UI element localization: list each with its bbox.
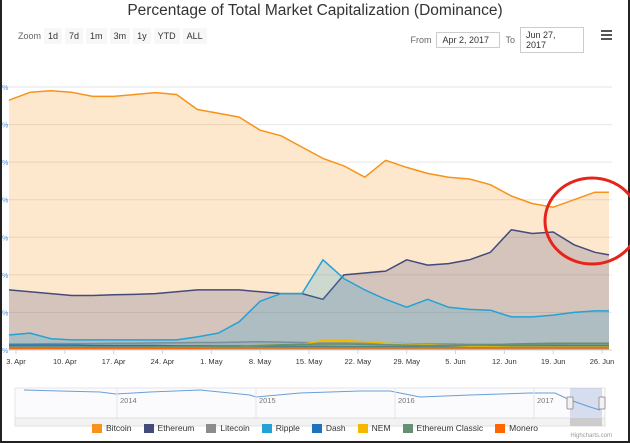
y-tick-label: % xyxy=(2,85,8,92)
x-tick-label: 22. May xyxy=(344,357,371,366)
legend-label: Monero xyxy=(509,423,538,433)
legend-label: Dash xyxy=(325,423,346,433)
legend-item-ethereum[interactable]: Ethereum xyxy=(143,423,195,433)
navigator-tick-label: 2014 xyxy=(120,396,137,405)
line-ripple xyxy=(8,259,609,341)
x-tick-label: 15. May xyxy=(296,357,323,366)
area-bitcoin xyxy=(9,90,609,351)
zoom-label: Zoom xyxy=(18,31,42,41)
navigator-tick-label: 2016 xyxy=(398,396,415,405)
x-tick-label: 17. Apr xyxy=(102,357,126,366)
zoom-3m-button[interactable]: 3m xyxy=(109,28,131,44)
legend-item-bitcoin[interactable]: Bitcoin xyxy=(92,423,132,433)
x-tick-label: 5. Jun xyxy=(445,357,465,366)
y-tick-label: % xyxy=(2,198,8,205)
line-ethereum-classic xyxy=(9,342,609,348)
scrollbar-track[interactable] xyxy=(14,417,606,427)
line-ethereum xyxy=(8,229,610,301)
hamburger-menu-icon[interactable] xyxy=(601,30,612,42)
x-tick-label: 19. Jun xyxy=(541,357,566,366)
y-tick-label: % xyxy=(2,235,8,242)
legend: Bitcoin Ethereum Litecoin Ripple Dash NEM Ethe… xyxy=(0,423,630,433)
annotation-circle xyxy=(543,176,630,266)
legend-item-nem[interactable]: NEM xyxy=(357,423,391,433)
x-tick-label: 8. May xyxy=(249,357,272,366)
y-tick-label: % xyxy=(2,310,8,317)
navigator-handle[interactable] xyxy=(598,396,606,410)
x-tick-label: 24. Apr xyxy=(151,357,175,366)
x-tick-label: 10. Apr xyxy=(53,357,77,366)
x-tick-label: 1. May xyxy=(200,357,223,366)
legend-label: Litecoin xyxy=(220,423,250,433)
legend-label: Ethereum Classic xyxy=(416,423,484,433)
legend-label: Bitcoin xyxy=(106,423,132,433)
scrollbar-thumb[interactable] xyxy=(570,418,602,426)
legend-swatch xyxy=(311,423,322,433)
legend-item-ethereum-classic[interactable]: Ethereum Classic xyxy=(402,423,484,433)
legend-swatch xyxy=(402,423,413,433)
y-tick-label: % xyxy=(2,273,8,280)
legend-item-litecoin[interactable]: Litecoin xyxy=(206,423,250,433)
line-bitcoin xyxy=(8,90,609,208)
credits-link[interactable]: Highcharts.com xyxy=(570,433,612,439)
zoom-1m-button[interactable]: 1m xyxy=(86,28,107,44)
navigator-tick-label: 2015 xyxy=(259,396,276,405)
x-tick-label: 29. May xyxy=(393,357,420,366)
legend-item-dash[interactable]: Dash xyxy=(311,423,346,433)
zoom-selector: Zoom 1d 7d 1m 3m 1y YTD ALL xyxy=(18,28,207,44)
zoom-1d-button[interactable]: 1d xyxy=(44,28,63,44)
navigator-line xyxy=(23,389,601,411)
y-tick-label: % xyxy=(2,160,8,167)
date-range: From Apr 2, 2017 To Jun 27, 2017 xyxy=(410,27,584,53)
legend-swatch xyxy=(143,423,154,433)
chart-title: Percentage of Total Market Capitalizatio… xyxy=(127,2,503,19)
area-ethereum xyxy=(9,229,609,350)
legend-swatch xyxy=(495,423,506,433)
line-dash xyxy=(9,344,609,348)
legend-label: Ripple xyxy=(275,423,300,433)
zoom-ytd-button[interactable]: YTD xyxy=(153,28,180,44)
legend-swatch xyxy=(357,423,368,433)
navigator-handle[interactable] xyxy=(566,396,574,410)
navigator-tick-label: 2017 xyxy=(537,396,554,405)
x-tick-label: 12. Jun xyxy=(492,357,517,366)
from-date-input[interactable]: Apr 2, 2017 xyxy=(436,32,501,48)
navigator-selection xyxy=(570,388,602,418)
to-date-input[interactable]: Jun 27, 2017 xyxy=(520,27,584,53)
area-ripple xyxy=(9,259,609,350)
legend-label: Ethereum xyxy=(157,423,195,433)
zoom-all-button[interactable]: ALL xyxy=(182,28,207,44)
from-label: From xyxy=(410,35,432,45)
zoom-1y-button[interactable]: 1y xyxy=(133,28,151,44)
legend-swatch xyxy=(92,423,103,433)
legend-label: NEM xyxy=(371,423,391,433)
x-tick-label: 26. Jun xyxy=(590,357,615,366)
y-tick-label: % xyxy=(2,123,8,130)
y-tick-label: % xyxy=(2,348,8,355)
legend-item-ripple[interactable]: Ripple xyxy=(261,423,300,433)
to-label: To xyxy=(505,35,515,45)
zoom-7d-button[interactable]: 7d xyxy=(65,28,84,44)
legend-swatch xyxy=(261,423,272,433)
x-tick-label: 3. Apr xyxy=(6,357,26,366)
legend-item-monero[interactable]: Monero xyxy=(495,423,538,433)
legend-swatch xyxy=(206,423,217,433)
